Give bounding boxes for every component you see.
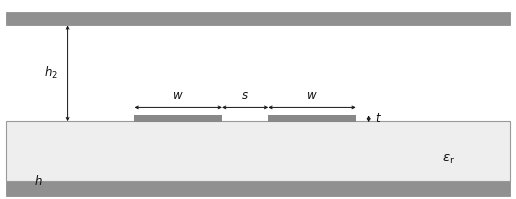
Text: $w$: $w$ bbox=[172, 90, 184, 102]
Text: $s$: $s$ bbox=[241, 90, 249, 102]
Bar bbox=[6, 12, 510, 25]
Bar bbox=[268, 115, 356, 122]
Text: $t$: $t$ bbox=[375, 112, 382, 125]
Text: $w$: $w$ bbox=[306, 90, 318, 102]
Text: $h$: $h$ bbox=[34, 174, 43, 187]
Text: $\epsilon_{\rm r}$: $\epsilon_{\rm r}$ bbox=[442, 153, 455, 166]
Bar bbox=[6, 121, 510, 180]
Bar bbox=[6, 180, 510, 196]
Bar bbox=[135, 115, 222, 122]
Text: $h_2$: $h_2$ bbox=[44, 65, 58, 81]
